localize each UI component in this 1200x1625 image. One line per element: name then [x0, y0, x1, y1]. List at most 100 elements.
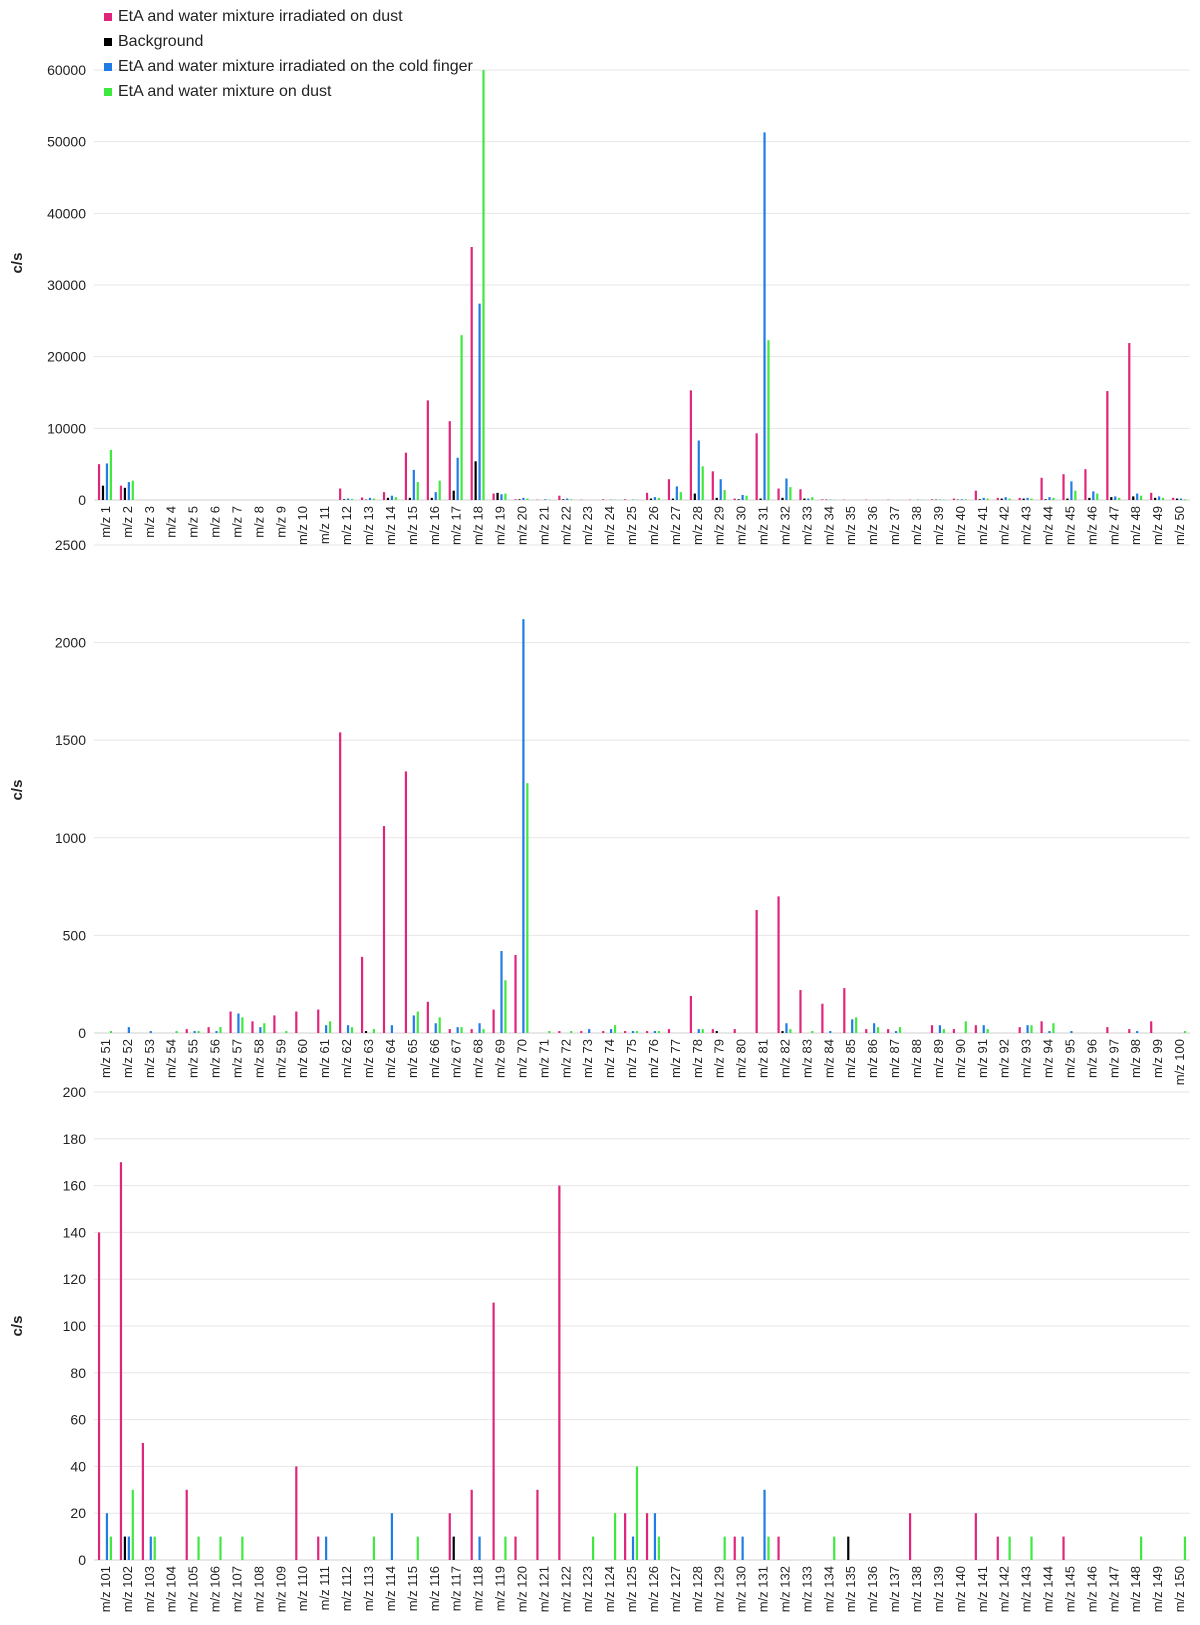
- x-tick-label: m/z 105: [186, 1566, 201, 1612]
- bar: [1048, 1031, 1051, 1033]
- x-tick-label: m/z 61: [317, 1039, 332, 1078]
- x-tick-label: m/z 83: [799, 1039, 814, 1078]
- x-tick-label: m/z 103: [142, 1566, 157, 1612]
- bar: [624, 1513, 627, 1560]
- bar: [492, 1009, 495, 1033]
- x-tick-label: m/z 2: [120, 506, 135, 538]
- bar: [741, 1536, 744, 1560]
- bar: [1074, 490, 1077, 500]
- bar: [613, 1025, 617, 1033]
- x-tick-label: m/z 33: [799, 506, 814, 545]
- bar: [175, 1031, 178, 1033]
- bar: [803, 498, 806, 500]
- bar: [1022, 498, 1025, 500]
- x-tick-label: m/z 74: [602, 1039, 617, 1078]
- bar: [763, 1489, 766, 1560]
- x-tick-label: m/z 11: [317, 506, 332, 544]
- bar: [456, 1027, 459, 1033]
- bar: [229, 1011, 232, 1033]
- bar: [500, 494, 503, 500]
- x-tick-label: m/z 134: [821, 1566, 836, 1612]
- bar: [394, 497, 397, 500]
- bar: [372, 1536, 376, 1560]
- bar: [1030, 1536, 1033, 1560]
- x-tick-label: m/z 115: [405, 1566, 420, 1611]
- bar: [251, 1021, 254, 1033]
- bar: [964, 499, 967, 500]
- bar: [982, 497, 985, 500]
- bar: [492, 493, 495, 500]
- bar: [843, 988, 846, 1033]
- bar: [131, 1489, 134, 1560]
- bar: [97, 464, 101, 500]
- bar: [492, 1302, 495, 1560]
- bar: [653, 497, 657, 500]
- x-tick-label: m/z 110: [295, 1566, 310, 1611]
- bar: [667, 1029, 671, 1033]
- bar: [1088, 497, 1091, 500]
- bar: [876, 1027, 880, 1033]
- x-tick-label: m/z 94: [1041, 1039, 1056, 1078]
- x-tick-label: m/z 60: [295, 1039, 310, 1078]
- bar: [580, 1031, 583, 1033]
- x-tick-label: m/z 136: [865, 1566, 880, 1612]
- x-tick-label: m/z 39: [931, 506, 946, 545]
- bar: [482, 1029, 485, 1033]
- bar: [1140, 495, 1143, 500]
- bar: [982, 1025, 985, 1033]
- x-tick-label: m/z 19: [493, 506, 508, 545]
- bar: [821, 1003, 824, 1033]
- bar: [733, 1029, 736, 1033]
- bar: [141, 1443, 144, 1560]
- bar: [346, 1025, 350, 1033]
- x-tick-label: m/z 120: [514, 1566, 529, 1612]
- x-tick-label: m/z 82: [777, 1039, 792, 1078]
- x-tick-label: m/z 118: [471, 1566, 486, 1611]
- bar: [434, 1023, 437, 1033]
- bar: [1150, 492, 1153, 500]
- bar: [974, 490, 977, 500]
- bar: [789, 487, 792, 500]
- bar: [811, 1031, 814, 1033]
- bar: [679, 492, 682, 500]
- bar: [942, 1029, 945, 1033]
- bar: [723, 1536, 726, 1560]
- bar: [978, 499, 981, 500]
- bar: [474, 461, 477, 500]
- x-tick-label: m/z 5: [186, 506, 201, 538]
- x-tick-label: m/z 43: [1019, 506, 1034, 545]
- bar: [350, 1027, 354, 1033]
- x-tick-label: m/z 46: [1084, 506, 1099, 545]
- x-tick-label: m/z 89: [931, 1039, 946, 1078]
- bar: [368, 497, 372, 500]
- bar: [1030, 1025, 1033, 1033]
- bar: [526, 783, 529, 1033]
- bar: [259, 1027, 262, 1033]
- bar: [372, 1029, 376, 1033]
- bar: [701, 466, 704, 500]
- bar: [504, 1536, 507, 1560]
- bar: [131, 480, 134, 500]
- x-tick-label: m/z 14: [383, 506, 398, 545]
- bar: [570, 499, 573, 500]
- x-tick-label: m/z 127: [668, 1566, 683, 1612]
- bar: [360, 497, 364, 500]
- x-tick-label: m/z 65: [405, 1039, 420, 1078]
- bar: [1128, 343, 1131, 500]
- bar: [404, 771, 408, 1033]
- bar: [635, 1466, 639, 1560]
- bar: [514, 499, 517, 500]
- bar: [1044, 499, 1047, 500]
- y-tick-label: 0: [78, 1025, 86, 1041]
- bar: [109, 449, 112, 500]
- bar: [197, 1031, 200, 1033]
- bar: [460, 1027, 463, 1033]
- x-tick-label: m/z 34: [821, 506, 836, 545]
- x-tick-label: m/z 51: [98, 1039, 113, 1078]
- bar: [295, 1011, 298, 1033]
- x-tick-label: m/z 18: [471, 506, 486, 545]
- bar: [821, 499, 824, 500]
- x-tick-label: m/z 149: [1150, 1566, 1165, 1612]
- bar: [777, 896, 780, 1033]
- x-tick-label: m/z 80: [734, 1039, 749, 1078]
